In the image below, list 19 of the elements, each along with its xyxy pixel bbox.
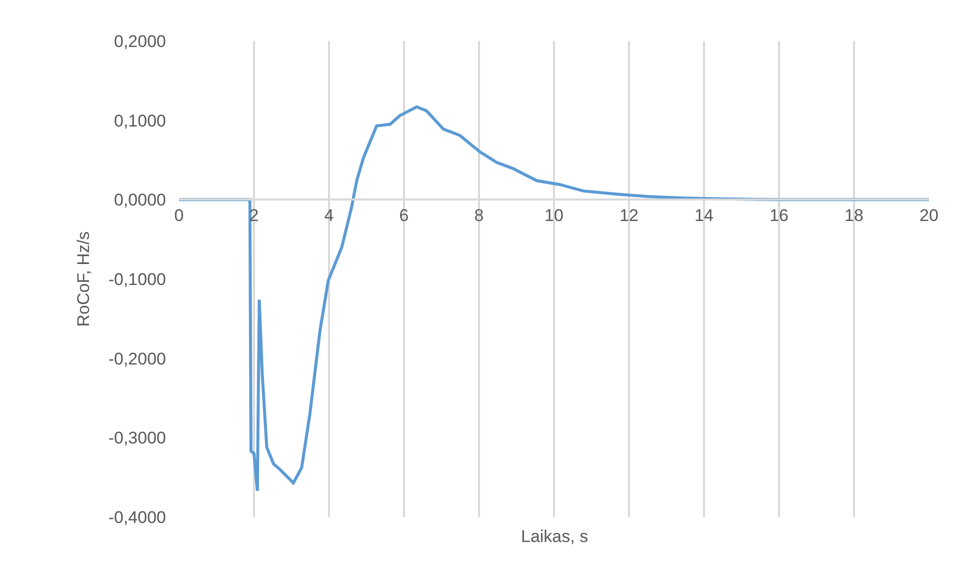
y-tick-label: 0,1000 [114, 111, 166, 130]
y-tick-label: -0,4000 [108, 508, 166, 527]
x-tick-label: 6 [399, 206, 409, 225]
y-axis-title: RoCoF, Hz/s [74, 231, 93, 327]
x-tick-label: 20 [920, 206, 938, 225]
y-tick-label: 0,2000 [114, 32, 166, 51]
x-tick-label: 4 [324, 206, 334, 225]
x-tick-label: 10 [544, 206, 564, 225]
x-tick-label: 0 [174, 206, 184, 225]
x-tick-label: 12 [620, 206, 638, 225]
x-tick-label: 18 [844, 206, 864, 225]
x-tick-label: 8 [474, 206, 484, 225]
x-tick-label: 16 [770, 206, 788, 225]
y-tick-label: -0,1000 [108, 270, 166, 289]
x-axis-title: Laikas, s [521, 527, 588, 546]
y-tick-label: 0,0000 [114, 190, 166, 210]
x-tick-label: 14 [694, 206, 714, 225]
y-tick-label: -0,3000 [108, 428, 166, 448]
y-tick-label: -0,2000 [108, 349, 166, 368]
